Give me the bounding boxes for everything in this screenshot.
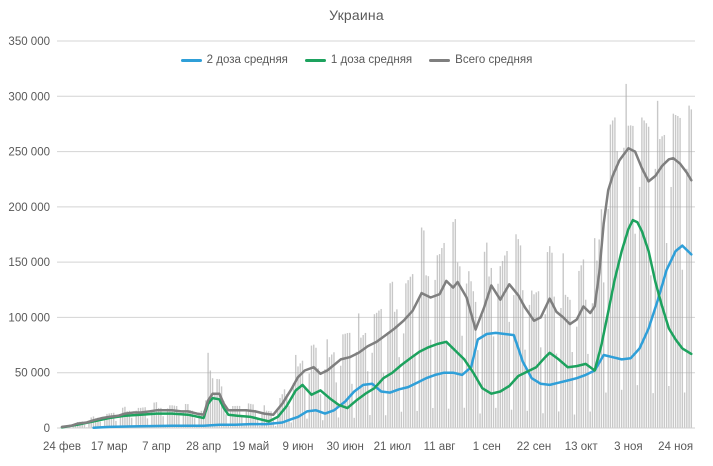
svg-text:1 сен: 1 сен [473, 441, 501, 453]
svg-text:11 авг: 11 авг [424, 441, 456, 453]
daily-bars [61, 83, 693, 429]
chart-title: Украина [329, 7, 384, 23]
svg-text:24 фев: 24 фев [43, 441, 81, 453]
svg-text:50 000: 50 000 [15, 368, 50, 380]
svg-text:350 000: 350 000 [8, 36, 50, 48]
legend-swatch-dose2 [180, 58, 202, 62]
line-dose1-avg [60, 218, 693, 429]
legend-swatch-dose1 [304, 58, 326, 62]
svg-text:0: 0 [44, 423, 50, 435]
y-gridlines [57, 40, 695, 429]
legend-item-dose2-avg: 2 доза средняя [180, 54, 288, 66]
svg-text:28 апр: 28 апр [186, 441, 221, 453]
legend-label-dose2: 2 доза средняя [206, 54, 288, 66]
line-dose2-avg [92, 244, 693, 429]
svg-text:30 июн: 30 июн [327, 441, 364, 453]
y-axis-labels: 0 50 000 100 000 150 000 200 000 250 000 300 0… [8, 36, 50, 435]
svg-text:7 апр: 7 апр [142, 441, 171, 453]
legend-label-dose1: 1 доза средняя [330, 54, 413, 66]
svg-text:21 июл: 21 июл [374, 441, 412, 453]
legend-swatch-total [429, 58, 451, 62]
svg-text:100 000: 100 000 [8, 312, 50, 324]
legend-label-total: Всего средняя [455, 54, 533, 66]
svg-text:13 окт: 13 окт [565, 441, 599, 453]
legend: 2 доза средняя 1 доза средняя Всего сред… [0, 52, 713, 68]
svg-text:17 мар: 17 мар [91, 441, 128, 453]
svg-text:3 ноя: 3 ноя [614, 441, 643, 453]
legend-item-dose1-avg: 1 доза средняя [304, 54, 413, 66]
legend-item-total-avg: Всего средняя [429, 54, 532, 66]
svg-text:24 ноя: 24 ноя [658, 441, 693, 453]
svg-text:300 000: 300 000 [8, 91, 50, 103]
svg-text:200 000: 200 000 [8, 202, 50, 214]
svg-text:150 000: 150 000 [8, 257, 50, 269]
x-axis-labels: 24 фев 17 мар 7 апр 28 апр 19 май 9 июн 30 июн… [43, 441, 693, 453]
svg-text:19 май: 19 май [232, 441, 269, 453]
svg-text:22 сен: 22 сен [517, 441, 551, 453]
svg-text:9 июн: 9 июн [282, 441, 313, 453]
line-total-avg [60, 147, 693, 429]
svg-text:250 000: 250 000 [8, 147, 50, 159]
